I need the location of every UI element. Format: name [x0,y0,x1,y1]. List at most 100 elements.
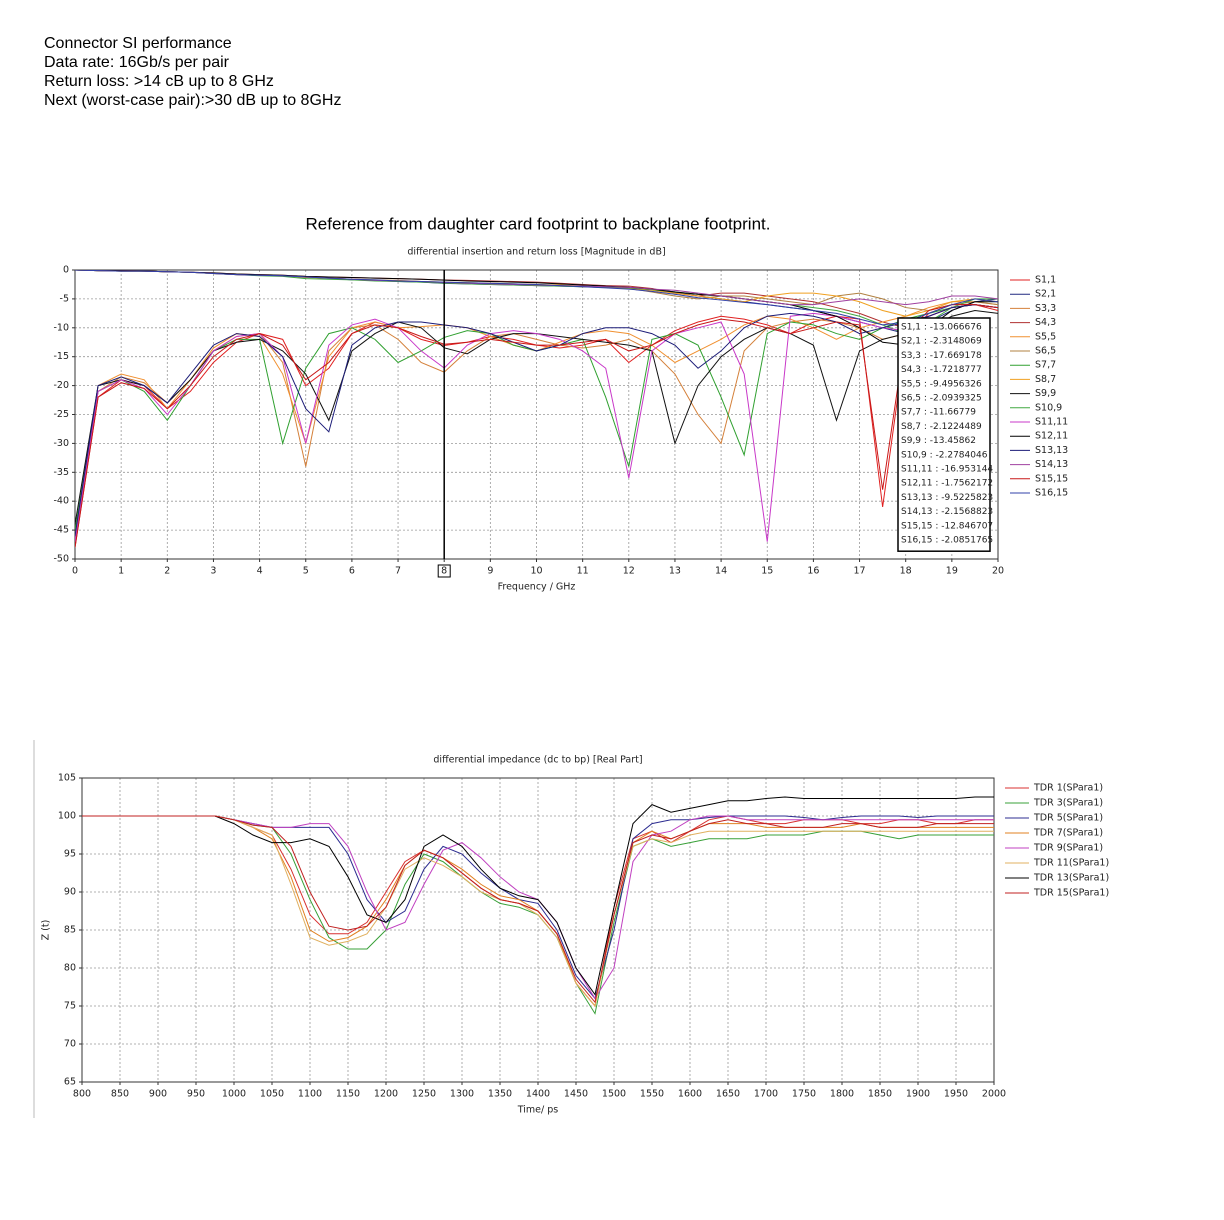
series-line [75,270,998,346]
heading: Reference from daughter card footprint t… [306,214,771,233]
x-tick-label: 5 [303,566,309,577]
plot-frame [74,269,999,560]
x-tick-label: 1450 [564,1089,588,1100]
y-tick-label: 90 [64,887,76,898]
cursor-readout: S11,11 : -16.953144 [901,465,993,475]
x-tick-label: 2000 [982,1089,1006,1100]
legend-label: S11,11 [1035,417,1068,428]
x-tick-label: 1500 [602,1089,626,1100]
cursor-readout: S2,1 : -2.3148069 [901,337,982,347]
legend-label: TDR 7(SPara1) [1033,828,1103,839]
x-tick-label: 1600 [678,1089,702,1100]
x-tick-label: 1100 [298,1089,322,1100]
x-tick-label: 1950 [944,1089,968,1100]
legend-label: TDR 9(SPara1) [1033,843,1103,854]
cursor-readout: S4,3 : -1.7218777 [901,365,982,375]
y-tick-label: 70 [64,1039,76,1050]
x-tick-label: 1250 [412,1089,436,1100]
cursor-readout: S8,7 : -2.1224489 [901,422,982,432]
series-line [82,796,994,996]
cursor-readout: S12,11 : -1.7562172 [901,479,993,489]
x-tick-label: 17 [854,566,866,577]
header-line: Connector SI performance [44,35,232,52]
x-tick-label: 3 [210,566,216,577]
x-tick-label: 7 [395,566,401,577]
x-axis-title: Time/ ps [517,1105,558,1116]
x-tick-label: 1 [118,566,124,577]
cursor-readout: S5,5 : -9.4956326 [901,379,982,389]
header-line: Return loss: >14 cB up to 8 GHz [44,73,274,90]
x-tick-label: 15 [761,566,773,577]
y-tick-label: -5 [60,293,69,304]
x-tick-label: 950 [187,1089,205,1100]
x-tick-label: 0 [72,566,78,577]
y-tick-label: -15 [53,351,69,362]
chart-title: differential insertion and return loss [… [407,247,665,258]
cursor-tick-box [437,564,451,578]
cursor-readout: S1,1 : -13.066676 [901,323,982,333]
series-line [75,304,998,542]
y-tick-label: 75 [64,1001,76,1012]
y-tick-label: 105 [58,773,76,784]
x-tick-label: 1850 [868,1089,892,1100]
x-tick-label: 800 [73,1089,91,1100]
x-tick-label: 1700 [754,1089,778,1100]
legend-label: S15,15 [1035,473,1068,484]
legend-label: TDR 5(SPara1) [1033,813,1103,824]
legend-label: S8,7 [1035,374,1056,385]
legend-label: TDR 11(SPara1) [1033,858,1109,869]
y-tick-label: -10 [53,322,69,333]
x-axis-title: Frequency / GHz [498,582,576,593]
x-tick-label: 19 [946,566,958,577]
legend-label: TDR 15(SPara1) [1033,888,1109,899]
x-tick-label: 1900 [906,1089,930,1100]
series-line [75,304,998,548]
legend-label: S14,13 [1035,459,1068,470]
legend-label: TDR 1(SPara1) [1033,783,1103,794]
legend-label: S5,5 [1035,331,1056,342]
x-tick-label: 1200 [374,1089,398,1100]
cursor-readout: S7,7 : -11.66779 [901,408,976,418]
x-tick-label: 9 [487,566,493,577]
y-tick-label: 85 [64,925,76,936]
series-line [75,270,998,326]
x-tick-label: 12 [623,566,635,577]
x-tick-label: 1350 [488,1089,512,1100]
legend-label: S1,1 [1035,275,1056,286]
y-tick-label: -35 [53,467,69,478]
legend-label: TDR 3(SPara1) [1033,798,1103,809]
legend-label: S7,7 [1035,360,1056,371]
chart-title: differential impedance (dc to bp) [Real … [433,755,642,766]
y-tick-label: 80 [64,963,76,974]
x-tick-label: 20 [992,566,1004,577]
x-tick-label: 1550 [640,1089,664,1100]
legend-label: S10,9 [1035,402,1062,413]
cursor-readout: S15,15 : -12.846707 [901,521,993,531]
y-tick-label: -45 [53,525,69,536]
x-tick-label: 4 [257,566,263,577]
legend-label: S3,3 [1035,303,1056,314]
y-tick-label: -30 [53,438,69,449]
y-tick-label: -25 [53,409,69,420]
series-line [75,304,998,536]
x-tick-label: 10 [530,566,542,577]
cursor-readout: S16,15 : -2.0851765 [901,536,993,546]
legend-label: S12,11 [1035,431,1068,442]
x-tick-label: 1650 [716,1089,740,1100]
x-tick-label: 11 [577,566,589,577]
x-tick-label: 14 [715,566,727,577]
legend-label: TDR 13(SPara1) [1033,873,1109,884]
y-tick-label: 65 [64,1077,76,1088]
x-tick-label: 1050 [260,1089,284,1100]
legend-label: S13,13 [1035,445,1068,456]
cursor-readout: S6,5 : -2.0939325 [901,394,982,404]
legend-label: S2,1 [1035,289,1056,300]
x-tick-label: 18 [900,566,912,577]
x-tick-label: 1400 [526,1089,550,1100]
cursor-readout: S14,13 : -2.1568823 [901,507,993,517]
x-tick-label: 8 [441,566,447,577]
y-tick-label: -40 [53,496,69,507]
legend-label: S9,9 [1035,388,1056,399]
cursor-readout: S13,13 : -9.5225823 [901,493,993,503]
